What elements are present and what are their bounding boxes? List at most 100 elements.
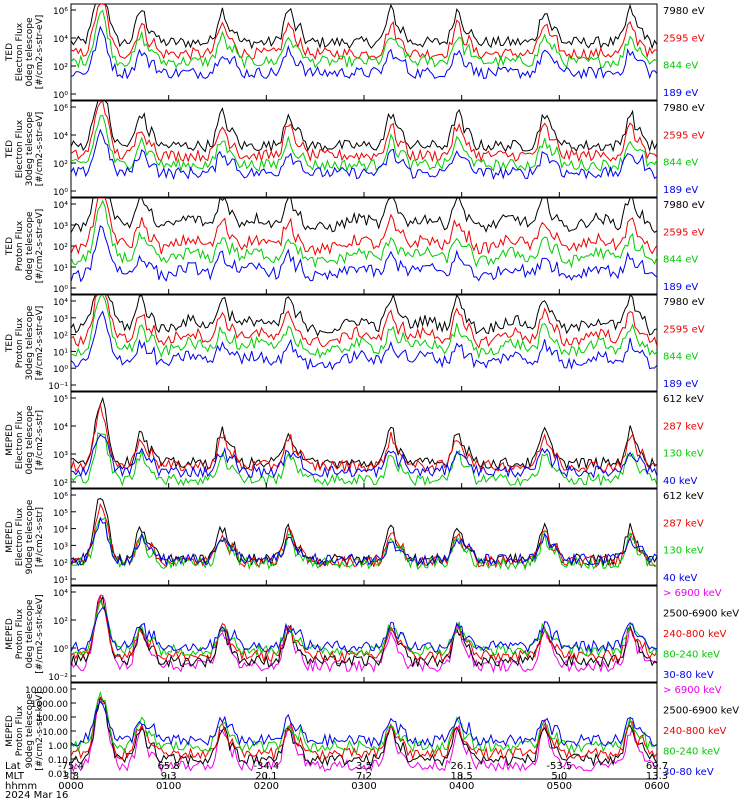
y-axis-label: Proton Flux bbox=[15, 705, 25, 756]
legend-entry: 130 keV bbox=[663, 546, 704, 557]
y-axis-label: Electron Flux bbox=[15, 410, 25, 469]
row-label-lat: Lat bbox=[5, 761, 21, 772]
y-tick-label: 10⁵ bbox=[53, 509, 68, 519]
panel-7: 10⁴ 10² 10⁰ 10⁻² MEPED Proton Flux 0deg telesc… bbox=[5, 585, 739, 683]
y-axis-label: [#/cm2-s-str-eV] bbox=[35, 209, 45, 284]
series-line bbox=[71, 198, 657, 233]
y-tick-label: 0.10 bbox=[48, 756, 68, 766]
y-axis-label: [#/cm2-s-str-keV] bbox=[35, 594, 45, 673]
series-line bbox=[71, 594, 657, 674]
y-axis-label: TED bbox=[5, 43, 15, 62]
legend-entry: 844 eV bbox=[663, 61, 698, 72]
panel-6: 10⁶ 10⁵ 10⁴ 10³ 10² 10¹ MEPED Electron Flux 90de… bbox=[5, 488, 704, 586]
y-tick-label: 10² bbox=[53, 160, 68, 170]
series-line bbox=[71, 114, 657, 172]
y-axis-label: [#/cm2-s-str-eV] bbox=[35, 306, 45, 381]
panel-8: 10000.00 1000.00 100.00 10.00 1.00 0.10 0.01 ME… bbox=[5, 682, 739, 780]
y-axis-label: 0deg telescope bbox=[25, 211, 35, 281]
legend-entry: 7980 eV bbox=[663, 6, 705, 17]
y-axis-label: Proton Flux bbox=[15, 317, 25, 368]
series-line bbox=[71, 516, 657, 567]
panel-2: 10⁶ 10⁴ 10² 10⁰ TED Electron Flux 30deg telesc… bbox=[5, 100, 705, 198]
y-axis-label: [#/cm2-s-str-keV] bbox=[35, 691, 45, 770]
series-line bbox=[71, 224, 657, 283]
panel-1: 10⁶ 10⁴ 10² 10⁰ TED Electron Flux 0deg telesco… bbox=[5, 3, 705, 101]
y-tick-label: 10¹ bbox=[53, 264, 68, 274]
legend-entry: 2500-6900 keV bbox=[663, 706, 739, 717]
panel-3: 10⁴ 10³ 10² 10¹ 10⁰ TED Proton Flux 0deg telesc… bbox=[5, 197, 705, 295]
legend-entry: 189 eV bbox=[663, 88, 698, 99]
time-axis-hhmm-value: 0500 bbox=[547, 781, 572, 792]
y-tick-label: 10⁰ bbox=[53, 91, 68, 101]
legend-entry: 287 keV bbox=[663, 518, 704, 529]
y-axis-label: TED bbox=[5, 237, 15, 256]
y-axis-label: Proton Flux bbox=[15, 220, 25, 271]
y-tick-label: 10³ bbox=[53, 222, 68, 232]
time-axis-lat-value: 26.1 bbox=[451, 761, 473, 772]
legend-entry: 40 keV bbox=[663, 573, 697, 584]
y-axis-label: Electron Flux bbox=[15, 507, 25, 566]
series-line bbox=[71, 295, 657, 360]
legend-entry: 2595 eV bbox=[663, 227, 705, 238]
y-tick-label: 10⁶ bbox=[53, 7, 68, 17]
row-label-mlt: MLT bbox=[5, 771, 25, 782]
legend-entry: 189 eV bbox=[663, 185, 698, 196]
series-line bbox=[71, 199, 657, 269]
series-line bbox=[71, 696, 657, 761]
y-axis-label: MEPED bbox=[5, 521, 15, 553]
y-axis-label: 90deg telescope bbox=[25, 499, 35, 574]
y-axis-label: [#/cm2-s-str-eV] bbox=[35, 15, 45, 90]
y-tick-label: 10⁴ bbox=[53, 298, 68, 308]
y-axis-label: Proton Flux bbox=[15, 608, 25, 659]
y-axis-label: 0deg telescope bbox=[25, 405, 35, 475]
series-line bbox=[71, 606, 657, 654]
legend-entry: 7980 eV bbox=[663, 297, 705, 308]
y-tick-label: 10⁻¹ bbox=[48, 382, 68, 392]
legend-entry: 844 eV bbox=[663, 158, 698, 169]
y-axis-label: MEPED bbox=[5, 715, 15, 747]
time-axis-mlt-value: 7.2 bbox=[356, 771, 372, 782]
legend-entry: 189 eV bbox=[663, 379, 698, 390]
legend-entry: 287 keV bbox=[663, 421, 704, 432]
date-label: 2024 Mar 16 bbox=[5, 790, 68, 800]
time-axis-lat-value: -53.5 bbox=[546, 761, 572, 772]
y-tick-label: 1000.00 bbox=[31, 700, 68, 710]
y-axis-label: 30deg telescope bbox=[25, 111, 35, 186]
y-axis-label: MEPED bbox=[5, 618, 15, 650]
series-line bbox=[71, 101, 657, 163]
y-tick-label: 10⁰ bbox=[53, 365, 68, 375]
time-axis-lat-value: 69.7 bbox=[646, 761, 668, 772]
y-tick-label: 10000.00 bbox=[25, 686, 68, 696]
series-line bbox=[71, 25, 657, 80]
legend-entry: 80-240 keV bbox=[663, 650, 720, 661]
y-tick-label: 10² bbox=[53, 332, 68, 342]
time-axis-lat-value: -75.4 bbox=[58, 761, 84, 772]
y-axis-label: [#/cm2-s-str] bbox=[35, 507, 45, 567]
time-axis-lat-value: 3.5 bbox=[356, 761, 372, 772]
legend-entry: 844 eV bbox=[663, 255, 698, 266]
time-axis-lat-value: -34.4 bbox=[253, 761, 279, 772]
y-tick-label: 10¹ bbox=[53, 576, 68, 586]
y-tick-label: 10² bbox=[53, 243, 68, 253]
series-line bbox=[71, 595, 657, 669]
series-line bbox=[71, 4, 657, 61]
y-tick-label: 10² bbox=[53, 559, 68, 569]
series-line bbox=[71, 516, 657, 571]
y-tick-label: 10⁰ bbox=[53, 285, 68, 295]
y-tick-label: 10¹ bbox=[53, 348, 68, 358]
legend-entry: 2595 eV bbox=[663, 130, 705, 141]
y-axis-label: MEPED bbox=[5, 424, 15, 456]
y-axis-label: [#/cm2-s-str-eV] bbox=[35, 112, 45, 187]
y-tick-label: 10⁶ bbox=[53, 104, 68, 114]
y-axis-label: Electron Flux bbox=[15, 119, 25, 178]
series-line bbox=[71, 128, 657, 181]
y-tick-label: 10³ bbox=[53, 315, 68, 325]
row-label-hhmm: hhmm bbox=[5, 781, 37, 792]
y-axis-label: 0deg telescope bbox=[25, 17, 35, 87]
legend-entry: 189 eV bbox=[663, 282, 698, 293]
legend-entry: 40 keV bbox=[663, 476, 697, 487]
legend-entry: 130 keV bbox=[663, 449, 704, 460]
y-axis-label: 30deg telescope bbox=[25, 305, 35, 380]
y-tick-label: 10⁴ bbox=[53, 423, 68, 433]
